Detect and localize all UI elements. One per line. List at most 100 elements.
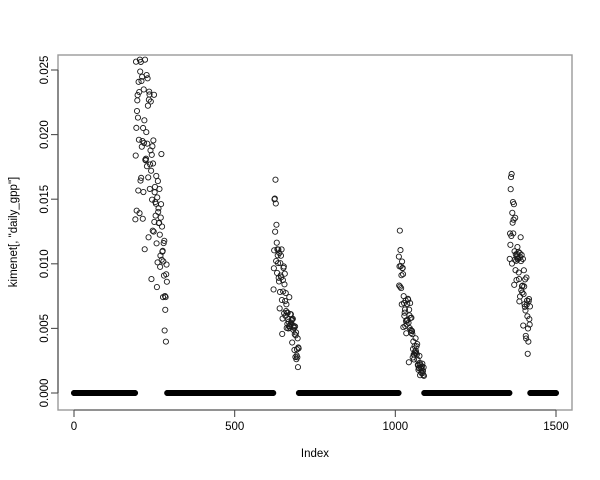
data-point	[515, 269, 522, 276]
data-point	[288, 316, 295, 323]
data-point	[161, 237, 168, 244]
x-tick-label: 1500	[543, 421, 569, 433]
data-point	[159, 247, 166, 254]
data-point	[406, 306, 413, 313]
data-point	[143, 71, 150, 79]
data-point	[278, 246, 285, 253]
data-point	[518, 283, 525, 290]
data-point	[520, 267, 527, 274]
y-tick-label: 0.025	[39, 56, 51, 85]
data-point	[144, 75, 151, 82]
y-tick-marks	[51, 69, 58, 394]
data-point	[143, 163, 150, 170]
data-point	[510, 216, 517, 223]
data-point	[416, 352, 423, 359]
data-point	[508, 170, 515, 178]
data-point	[507, 174, 515, 181]
data-point	[134, 114, 141, 121]
data-point	[133, 107, 141, 115]
data-point	[510, 201, 517, 208]
data-point	[163, 261, 170, 268]
data-point	[519, 289, 526, 296]
data-point	[149, 143, 156, 150]
data-point	[141, 117, 148, 124]
data-point	[158, 223, 166, 230]
data-point	[403, 321, 410, 328]
data-point	[147, 161, 154, 168]
x-tick-label: 1000	[383, 421, 409, 433]
data-point	[133, 124, 140, 131]
data-point	[519, 255, 526, 262]
data-point	[276, 288, 284, 296]
data-point	[158, 201, 165, 208]
data-point	[148, 167, 155, 174]
y-tick-label: 0.005	[39, 314, 51, 343]
data-point	[150, 228, 157, 235]
data-point	[163, 278, 170, 285]
data-point	[524, 350, 531, 357]
data-point	[507, 186, 514, 193]
data-point	[145, 174, 152, 181]
x-axis: 0 500 1000 1500	[71, 409, 569, 433]
data-point	[279, 330, 286, 337]
data-point	[511, 281, 518, 288]
data-point	[158, 256, 165, 263]
data-point	[522, 332, 529, 339]
data-point	[139, 137, 146, 145]
data-point	[405, 296, 412, 303]
data-point	[144, 102, 151, 109]
data-point	[292, 332, 299, 339]
data-point	[420, 372, 427, 379]
data-point	[399, 271, 407, 278]
y-tick-labels: 0.000 0.005 0.010 0.015 0.020 0.025	[39, 56, 51, 408]
data-point	[398, 272, 405, 279]
data-point	[516, 249, 523, 257]
data-point	[140, 124, 147, 132]
data-point	[149, 160, 157, 167]
data-point	[143, 129, 150, 136]
data-point	[508, 260, 516, 267]
data-point	[397, 283, 404, 290]
data-point	[419, 360, 426, 367]
data-point	[405, 359, 412, 366]
data-point	[150, 91, 158, 98]
data-point	[138, 174, 145, 181]
data-point	[506, 389, 513, 397]
data-point	[509, 209, 516, 216]
data-point	[161, 327, 168, 334]
data-point	[137, 177, 144, 184]
data-point	[398, 285, 405, 292]
data-point	[399, 258, 406, 265]
data-point	[271, 247, 278, 254]
data-point	[273, 221, 280, 228]
x-tick-marks	[73, 410, 557, 417]
data-point	[292, 323, 299, 330]
data-point	[294, 364, 302, 371]
y-axis-label: kimenet[, "daily_gpp"]	[8, 177, 20, 287]
data-point	[396, 227, 403, 234]
data-point	[131, 389, 139, 397]
data-point	[147, 98, 154, 105]
data-point	[275, 246, 282, 253]
x-axis-label: Index	[301, 448, 329, 460]
x-tick-labels: 0 500 1000 1500	[71, 421, 569, 433]
data-point	[162, 306, 169, 313]
data-point	[521, 283, 528, 290]
data-point	[278, 296, 285, 304]
data-point	[281, 270, 288, 277]
data-point	[412, 335, 419, 342]
data-point	[418, 366, 425, 373]
data-point	[149, 227, 156, 234]
data-point	[138, 77, 145, 85]
data-point	[145, 234, 152, 241]
data-point	[150, 137, 157, 144]
x-tick-label: 0	[71, 421, 77, 433]
data-point	[137, 68, 144, 75]
data-point	[141, 246, 148, 253]
data-point	[270, 389, 277, 397]
data-point	[140, 86, 147, 93]
data-point	[397, 247, 404, 254]
data-point	[163, 271, 170, 278]
